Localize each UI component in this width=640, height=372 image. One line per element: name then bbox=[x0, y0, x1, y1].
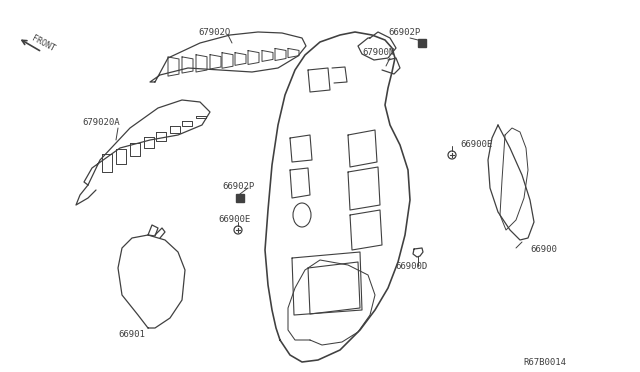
Text: R67B0014: R67B0014 bbox=[523, 358, 566, 367]
Text: FRONT: FRONT bbox=[30, 34, 56, 54]
Text: 66900E: 66900E bbox=[218, 215, 250, 224]
Polygon shape bbox=[418, 39, 426, 47]
Text: 66900E: 66900E bbox=[460, 140, 492, 149]
Polygon shape bbox=[236, 194, 244, 202]
Text: 66902P: 66902P bbox=[222, 182, 254, 191]
Text: 66900D: 66900D bbox=[395, 262, 428, 271]
Text: 66901: 66901 bbox=[118, 330, 145, 339]
Text: 66900: 66900 bbox=[530, 245, 557, 254]
Text: 66902P: 66902P bbox=[388, 28, 420, 37]
Text: 67902Q: 67902Q bbox=[198, 28, 230, 37]
Text: 67900N: 67900N bbox=[362, 48, 394, 57]
Text: 679020A: 679020A bbox=[82, 118, 120, 127]
